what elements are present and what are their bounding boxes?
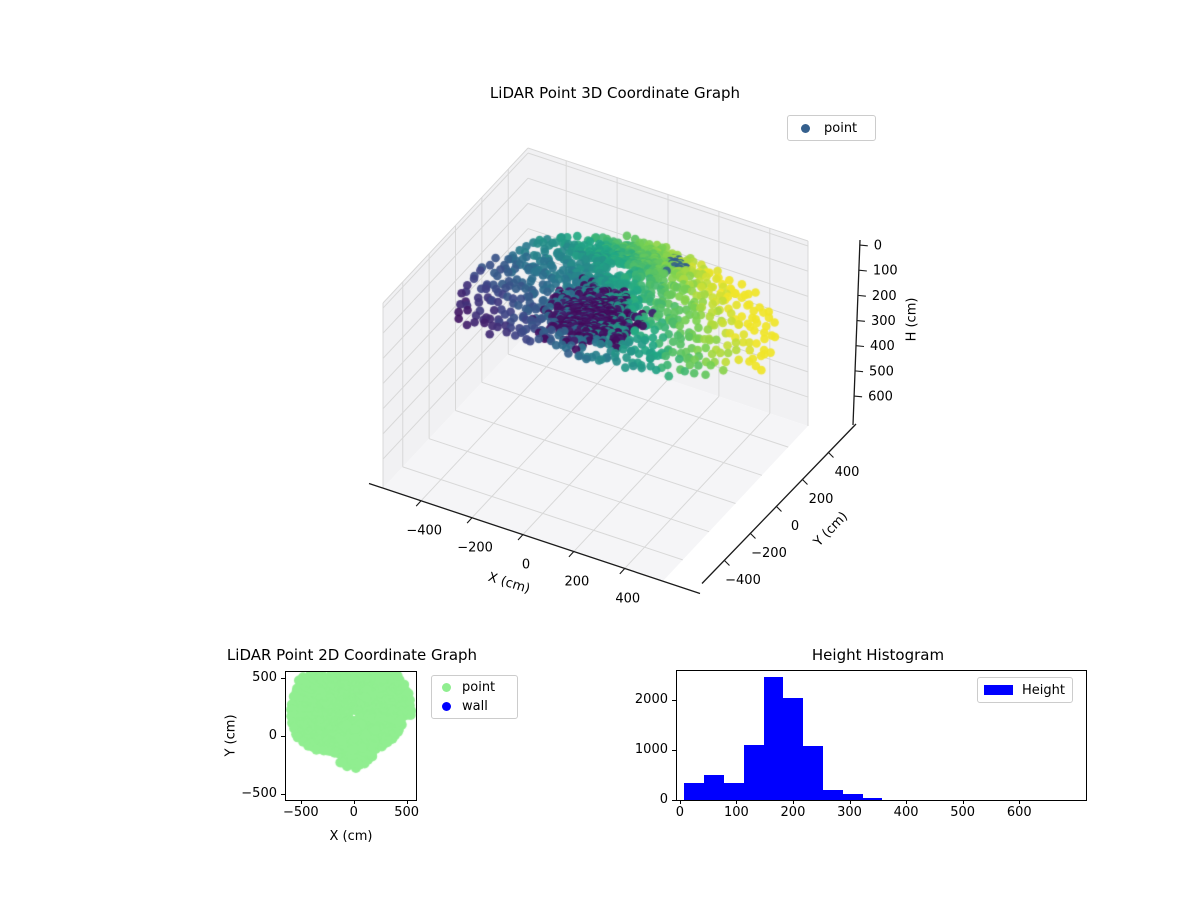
height-series-swatch: [984, 685, 1013, 695]
plot2d-x-tick: [300, 800, 302, 804]
histogram-bar: [743, 745, 764, 800]
histogram-y-tick-label: 2000: [634, 692, 668, 708]
plot3d-h-axis-label: H (cm): [904, 297, 920, 342]
plot3d-legend: point: [787, 115, 876, 141]
plot2d-point-cloud: [286, 672, 416, 800]
histogram-x-tick-label: 0: [675, 805, 684, 820]
histogram-x-tick: [736, 800, 738, 804]
histogram-bar: [783, 698, 804, 800]
histogram-y-tick-label: 1000: [634, 742, 668, 758]
plot3d-title: LiDAR Point 3D Coordinate Graph: [489, 84, 741, 102]
plot2d-title: LiDAR Point 2D Coordinate Graph: [226, 646, 478, 664]
histogram-x-tick-label: 300: [837, 805, 862, 820]
plot2d-y-tick-label: 0: [268, 727, 277, 743]
plot2d-legend: point wall: [431, 675, 518, 719]
histogram-bar: [822, 789, 843, 800]
histogram-x-tick: [849, 800, 851, 804]
histogram-y-tick: [672, 800, 676, 801]
histogram-y-tick-label: 0: [659, 792, 668, 807]
histogram-x-tick: [792, 800, 794, 804]
histogram-bar: [763, 677, 784, 800]
histogram-bar: [862, 798, 883, 800]
histogram-x-tick: [906, 800, 908, 804]
histogram-x-tick-label: 400: [893, 805, 919, 820]
plot2d-y-tick: [281, 793, 285, 795]
histogram-legend-label: Height: [1022, 682, 1065, 698]
plot2d-legend-entry-wall: wall: [432, 699, 517, 714]
plot2d-x-tick: [406, 800, 408, 804]
point-marker-icon: [442, 683, 451, 692]
histogram-bar: [723, 783, 744, 800]
plot2d-x-tick-label: −500: [282, 805, 319, 820]
histogram-x-tick: [1019, 800, 1021, 804]
histogram-bar: [684, 783, 705, 800]
histogram-bar: [842, 794, 863, 800]
histogram-x-tick-label: 200: [780, 805, 806, 820]
plot2d-legend-label-wall: wall: [462, 699, 488, 714]
wall-marker-icon: [442, 702, 451, 711]
plot2d-axes: [285, 671, 417, 801]
point-marker-icon: [801, 123, 810, 133]
histogram-legend: Height: [977, 677, 1073, 703]
histogram-y-tick: [672, 750, 676, 752]
plot2d-y-tick: [281, 735, 285, 737]
histogram-bar: [704, 774, 724, 800]
histogram-x-tick: [962, 800, 964, 804]
plot2d-y-tick-label: 500: [252, 669, 277, 685]
histogram-x-tick-label: 100: [723, 805, 749, 820]
histogram-x-tick-label: 500: [950, 805, 976, 820]
plot2d-x-tick-label: 500: [394, 805, 420, 820]
plot2d-legend-label-point: point: [462, 680, 496, 695]
histogram-y-tick: [672, 700, 676, 702]
histogram-bar: [803, 745, 823, 800]
plot2d-legend-entry-point: point: [432, 680, 517, 695]
plot2d-y-tick-label: −500: [241, 785, 277, 801]
plot2d-y-tick: [281, 677, 285, 679]
plot3d-legend-label: point: [824, 120, 858, 136]
plot2d-x-axis-label: X (cm): [329, 829, 373, 844]
plot2d-x-tick: [353, 800, 355, 804]
plot2d-x-tick-label: 0: [349, 805, 358, 820]
histogram-x-tick: [679, 800, 681, 804]
histogram-title: Height Histogram: [811, 646, 945, 664]
histogram-x-tick-label: 600: [1006, 805, 1032, 820]
